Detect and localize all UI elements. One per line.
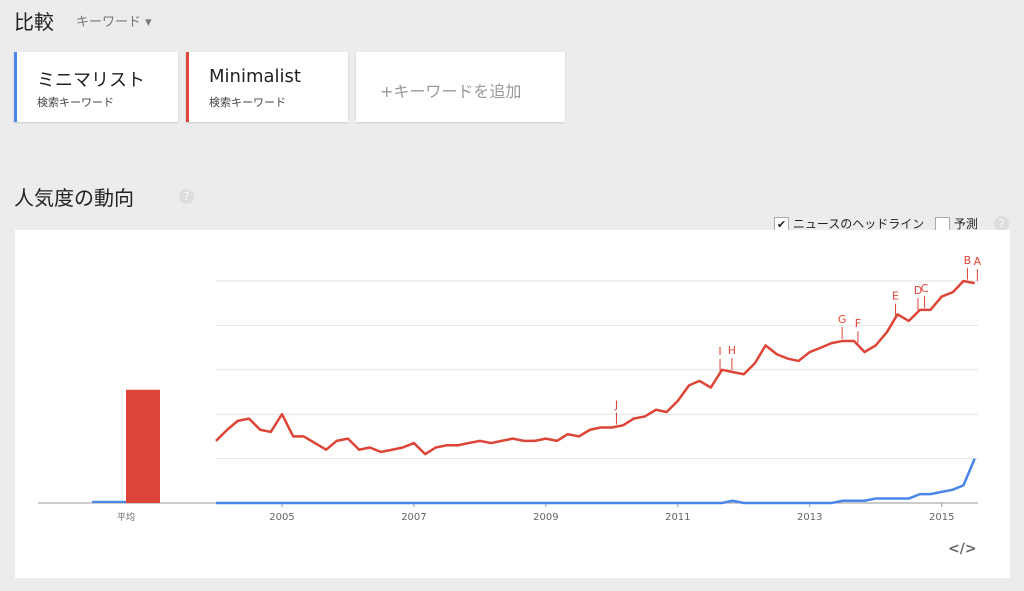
embed-button[interactable]: </>	[948, 541, 977, 557]
help-icon[interactable]: ?	[179, 189, 194, 204]
keyword-type: 検索キーワード	[209, 96, 286, 109]
keyword-card[interactable]: Minimalist 検索キーワード	[186, 52, 348, 122]
average-label: 平均	[117, 511, 135, 523]
annotation-label: C	[921, 282, 929, 295]
annotation-label: B	[964, 254, 972, 267]
x-tick-label: 2005	[269, 512, 294, 523]
add-keyword: +キーワードを追加	[380, 82, 522, 101]
section-title: 人気度の動向	[14, 186, 134, 210]
annotation-label: I	[718, 345, 721, 358]
x-tick-label: 2007	[401, 512, 426, 523]
annotation-label: J	[614, 399, 618, 412]
annotation-label: H	[728, 344, 736, 357]
option-label: ニュースのヘッドライン	[792, 217, 925, 231]
add-keyword-card[interactable]: +キーワードを追加	[356, 52, 565, 122]
keyword-card[interactable]: ミニマリスト 検索キーワード	[14, 52, 178, 122]
chart-panel	[15, 230, 1010, 578]
keyword: Minimalist	[209, 66, 301, 87]
annotation-label: E	[892, 290, 899, 303]
help-icon[interactable]: ?	[994, 216, 1009, 231]
x-tick-label: 2009	[533, 512, 558, 523]
page-title: 比較	[14, 10, 54, 34]
keyword-type: 検索キーワード	[37, 96, 114, 109]
option-label: 予測	[953, 217, 978, 231]
forecast-option[interactable]: 予測	[935, 215, 978, 232]
x-tick-label: 2011	[665, 512, 690, 523]
x-tick-label: 2013	[797, 512, 822, 523]
annotation-label: A	[974, 255, 982, 268]
average-bar	[92, 500, 126, 503]
annotation-label: F	[855, 317, 861, 330]
series-line	[215, 279, 975, 456]
x-tick-label: 2015	[929, 512, 954, 523]
dropdown-label: キーワード	[76, 15, 142, 30]
keyword: ミニマリスト	[37, 70, 145, 91]
annotation-label: G	[838, 313, 847, 326]
compare-dropdown[interactable]: キーワード ▾	[76, 15, 152, 30]
average-bar	[126, 389, 160, 503]
series-line	[216, 458, 976, 505]
annotation-label: D	[914, 284, 922, 297]
